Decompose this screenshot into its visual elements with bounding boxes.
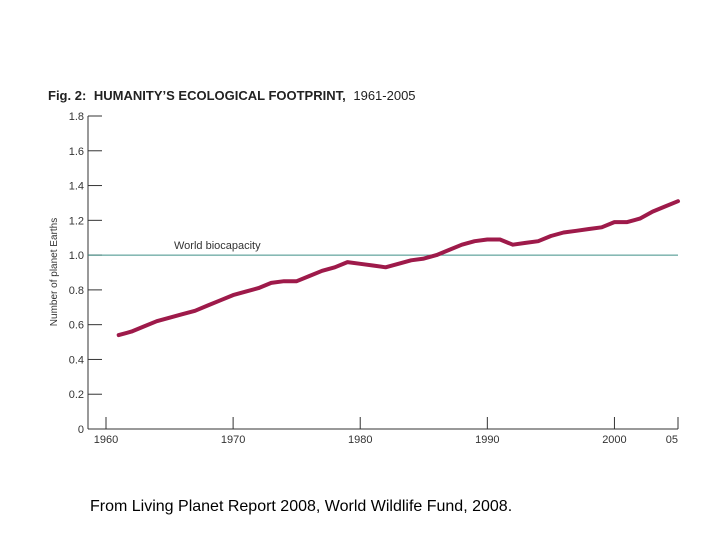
data-point	[625, 220, 629, 224]
x-tick-label: 05	[666, 434, 678, 446]
data-point	[384, 265, 388, 269]
data-point	[231, 293, 235, 297]
reference-line-group: World biocapacity	[88, 240, 678, 256]
data-point	[473, 239, 477, 243]
biocapacity-label: World biocapacity	[174, 240, 261, 252]
data-point	[180, 312, 184, 316]
data-point	[587, 227, 591, 231]
data-point	[447, 248, 451, 252]
chart-title: Fig. 2: HUMANITY’S ECOLOGICAL FOOTPRINT,…	[48, 88, 416, 103]
data-point	[167, 316, 172, 320]
data-point	[129, 330, 134, 334]
y-tick-label: 0.6	[69, 320, 84, 332]
data-point	[523, 241, 528, 245]
data-point	[320, 269, 324, 273]
y-tick-label: 1.6	[69, 146, 84, 158]
data-point	[434, 253, 439, 257]
figure-prefix: Fig. 2:	[48, 88, 86, 103]
figure-years: 1961-2005	[353, 88, 415, 103]
data-point	[218, 298, 222, 302]
data-point	[536, 239, 540, 243]
data-point	[498, 237, 502, 242]
data-point	[511, 243, 515, 247]
axes: 0 0.2 0.4 0.6 0.8 1.0 1.2 1.4 1.6 1.8 1960 1970 1980…	[69, 111, 679, 446]
data-point	[600, 225, 604, 229]
data-point	[396, 262, 400, 266]
data-point	[256, 286, 261, 290]
data-point	[485, 237, 489, 242]
y-axis-label: Number of planet Earths	[49, 218, 60, 326]
data-point	[650, 210, 655, 214]
data-point	[307, 274, 311, 278]
data-point	[333, 265, 337, 269]
data-point	[371, 263, 375, 268]
data-point	[638, 216, 642, 221]
x-tick-label: 1980	[348, 434, 372, 446]
x-tick-label: 2000	[602, 434, 626, 446]
data-point	[460, 243, 464, 247]
y-tick-label: 0.2	[69, 389, 84, 401]
y-tick-label: 1.8	[69, 111, 84, 123]
data-point	[345, 260, 350, 264]
data-point	[155, 319, 159, 323]
y-tick-label: 1.4	[69, 181, 84, 193]
data-point	[358, 262, 362, 266]
y-tick-label: 0	[78, 424, 84, 436]
data-point	[295, 279, 299, 283]
y-tick-label: 0.4	[69, 354, 84, 366]
x-tick-label: 1960	[94, 434, 118, 446]
data-point	[562, 230, 566, 235]
x-tick-label: 1970	[221, 434, 245, 446]
data-point	[244, 290, 248, 294]
y-tick-label: 0.8	[69, 285, 84, 297]
data-point	[663, 204, 667, 209]
data-point	[282, 279, 286, 283]
data-point	[574, 229, 578, 233]
data-point	[269, 281, 273, 285]
data-point	[422, 256, 426, 261]
data-point	[612, 220, 617, 224]
data-point	[193, 309, 197, 313]
source-caption: From Living Planet Report 2008, World Wi…	[90, 498, 513, 515]
figure-title: HUMANITY’S ECOLOGICAL FOOTPRINT,	[94, 88, 346, 103]
data-point	[549, 234, 553, 238]
x-tick-label: 1990	[475, 434, 499, 446]
series-group	[116, 199, 680, 338]
data-point	[206, 303, 210, 308]
data-point	[409, 258, 413, 262]
data-point	[142, 324, 146, 329]
y-tick-label: 1.2	[69, 215, 84, 227]
footprint-series-line	[116, 199, 680, 338]
data-point	[676, 199, 680, 203]
data-point	[117, 333, 121, 337]
y-tick-label: 1.0	[69, 250, 84, 262]
